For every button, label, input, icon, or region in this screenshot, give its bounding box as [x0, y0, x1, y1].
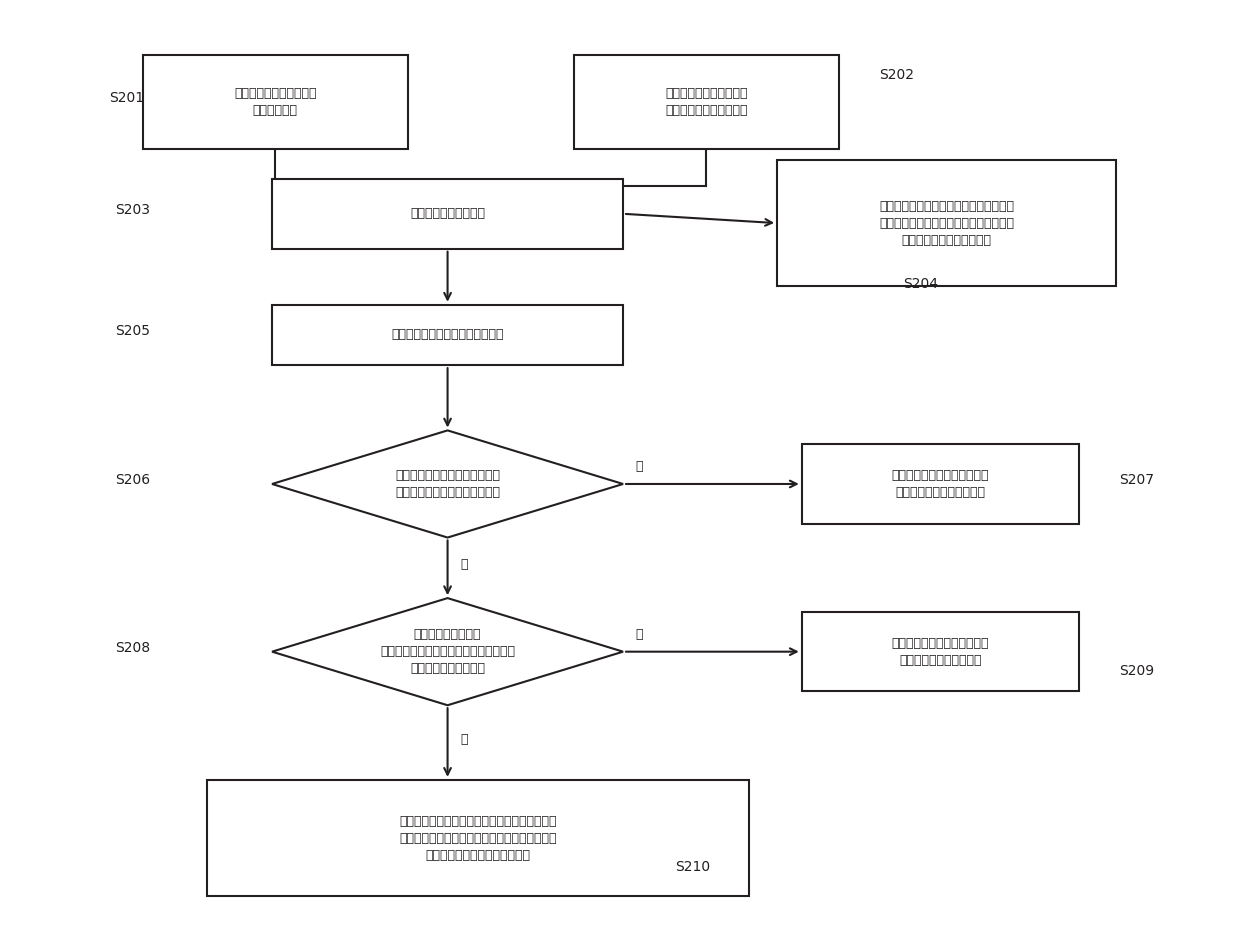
Text: 判断新标准短信模板
与旧标准短信模板之间的相似度是否大于
或等于第二相似度阈值: 判断新标准短信模板 与旧标准短信模板之间的相似度是否大于 或等于第二相似度阈值: [381, 628, 515, 675]
Text: S201: S201: [109, 91, 144, 105]
Text: 获取人工输入的短信模板
及其处理方式: 获取人工输入的短信模板 及其处理方式: [234, 87, 316, 117]
Text: 将新的标准短信模板保存到内
存中，并记录其更新时间: 将新的标准短信模板保存到内 存中，并记录其更新时间: [892, 636, 990, 666]
Text: 对于人工输入的短信模板，保留旧的标准短信模
板，对于人工审核过的历史短信，则用新的标准
短信模板覆盖旧的标准短信模板: 对于人工输入的短信模板，保留旧的标准短信模 板，对于人工审核过的历史短信，则用新…: [399, 814, 557, 861]
Text: 否: 否: [635, 460, 642, 473]
Text: 是: 是: [460, 557, 467, 571]
Text: 获取人工审核过的历史短
信及其处理方式、有效期: 获取人工审核过的历史短 信及其处理方式、有效期: [665, 87, 748, 117]
Text: 生成新的标准短信模板: 生成新的标准短信模板: [410, 208, 485, 220]
Text: S203: S203: [115, 203, 150, 217]
Text: 则将新的标准短信模板保存到
内存中，并记录其更新时间: 则将新的标准短信模板保存到 内存中，并记录其更新时间: [892, 469, 990, 499]
FancyBboxPatch shape: [802, 445, 1079, 524]
Text: 定期扫描所保存的标准短信模板，若标准
短信模板达到有效期且为人工审核过的历
史短信所生成，则将其删除: 定期扫描所保存的标准短信模板，若标准 短信模板达到有效期且为人工审核过的历 史短…: [879, 199, 1014, 246]
FancyBboxPatch shape: [574, 55, 838, 149]
Text: S207: S207: [1118, 473, 1154, 487]
FancyBboxPatch shape: [777, 160, 1116, 286]
Text: S202: S202: [879, 68, 914, 82]
Polygon shape: [272, 598, 622, 705]
Text: 获取新的标准短信模板的特征向量: 获取新的标准短信模板的特征向量: [392, 328, 503, 341]
Text: 是: 是: [460, 732, 467, 745]
FancyBboxPatch shape: [143, 55, 408, 149]
Text: S209: S209: [1118, 664, 1154, 678]
Text: S210: S210: [676, 859, 711, 873]
FancyBboxPatch shape: [802, 612, 1079, 691]
Text: S204: S204: [903, 277, 939, 291]
Text: S205: S205: [115, 324, 150, 337]
Text: 判断内存中是否存在与新标准短
信模板相匹配的旧标准短信模板: 判断内存中是否存在与新标准短 信模板相匹配的旧标准短信模板: [396, 469, 500, 499]
Text: S208: S208: [115, 641, 150, 654]
Text: 否: 否: [635, 628, 642, 641]
Text: S206: S206: [115, 473, 150, 487]
FancyBboxPatch shape: [272, 305, 622, 365]
Polygon shape: [272, 431, 622, 538]
FancyBboxPatch shape: [207, 780, 749, 896]
FancyBboxPatch shape: [272, 179, 622, 249]
